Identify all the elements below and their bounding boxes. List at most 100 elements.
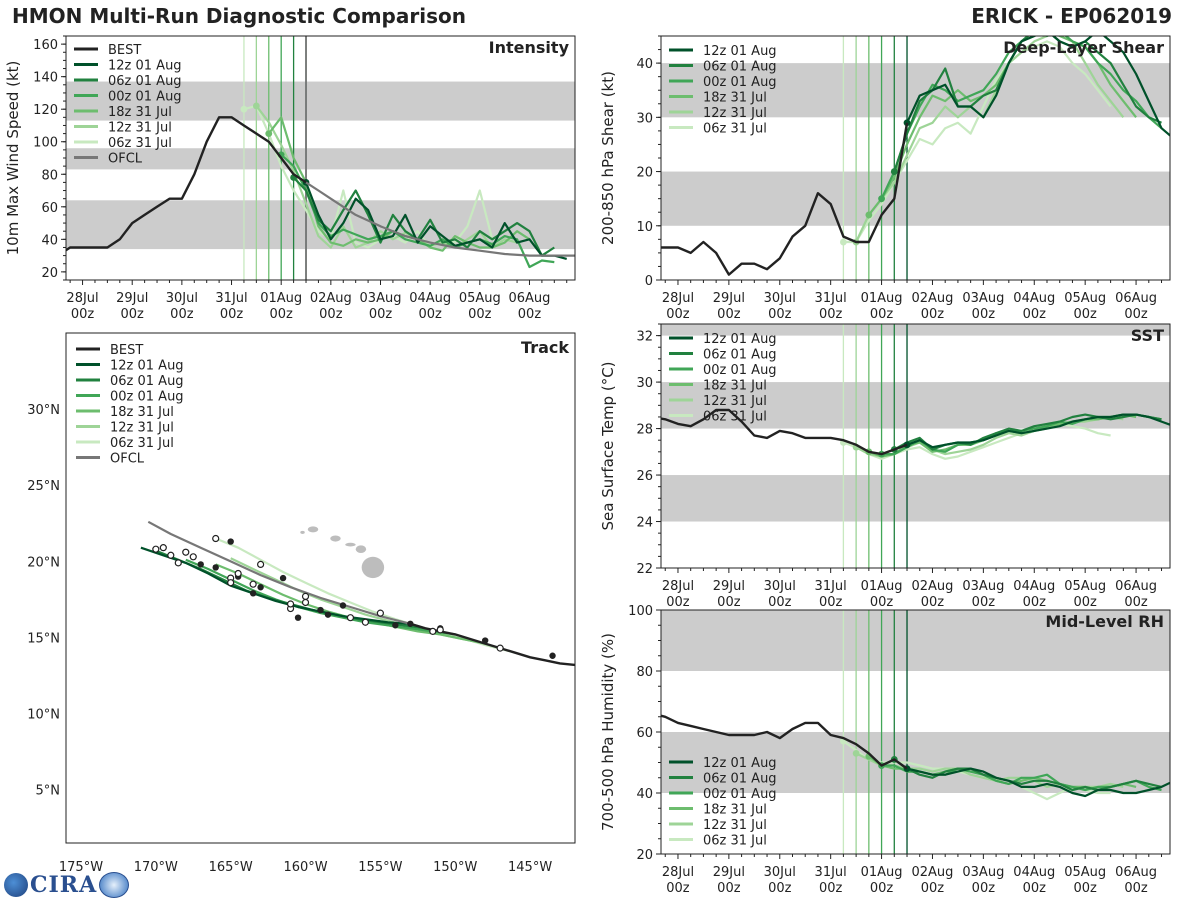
- x-tick-label-hour: 00z: [717, 881, 741, 896]
- threshold-band: [661, 475, 1170, 522]
- x-tick-label-hour: 00z: [1073, 307, 1097, 322]
- shear-panel: 01020304028Jul00z29Jul00z30Jul00z31Jul00…: [599, 35, 1171, 322]
- best-line: [661, 122, 909, 276]
- x-tick-label-hour: 00z: [71, 307, 95, 322]
- legend-label: BEST: [108, 43, 141, 58]
- track-point-filled: [279, 574, 287, 582]
- x-tick-label-date: 28Jul: [662, 579, 694, 594]
- y-tick-label: 80: [41, 168, 58, 183]
- legend-label: 00z 01 Aug: [703, 787, 777, 802]
- track-point-filled: [481, 637, 489, 644]
- legend-label: 06z 01 Aug: [108, 74, 182, 89]
- y-tick-label: 0: [645, 274, 653, 289]
- y-axis-label: 10m Max Wind Speed (kt): [4, 61, 22, 256]
- x-tick-label-hour: 00z: [768, 307, 792, 322]
- y-tick-label: 160: [33, 38, 58, 53]
- cyclone-icon: [99, 872, 130, 898]
- x-tick-label-hour: 00z: [170, 307, 194, 322]
- panel-title: Mid-Level RH: [1045, 612, 1164, 631]
- legend-label: 12z 31 Jul: [110, 421, 174, 436]
- series-line-0: [906, 767, 1170, 798]
- track-point-open: [234, 569, 242, 578]
- track-point-filled: [294, 614, 302, 621]
- lon-tick-label: 150°W: [433, 860, 477, 875]
- x-tick-label-date: 04Aug: [409, 291, 451, 306]
- series-init-point: [878, 195, 885, 203]
- series-line-0: [906, 36, 1170, 137]
- axes-frame: [65, 332, 576, 844]
- x-tick-label-hour: 00z: [666, 881, 690, 896]
- series-init-point: [890, 168, 898, 175]
- x-tick-label-date: 29Jul: [713, 291, 745, 306]
- x-tick-label-date: 29Jul: [713, 579, 745, 594]
- x-tick-label-date: 01Aug: [861, 865, 903, 880]
- track-point-open: [159, 544, 167, 552]
- threshold-band: [66, 81, 575, 121]
- legend-label: 00z 01 Aug: [703, 75, 777, 90]
- rh-panel: 2040608010028Jul00z29Jul00z30Jul00z31Jul…: [599, 604, 1171, 896]
- track-point-filled: [227, 538, 234, 545]
- x-tick-label-date: 06Aug: [1115, 579, 1157, 594]
- axes-frame: [660, 323, 1171, 569]
- track-point-open: [227, 579, 235, 587]
- ofcl-line: [305, 181, 575, 257]
- threshold-band: [661, 732, 1170, 793]
- series-line-1: [292, 176, 555, 257]
- x-tick-label-date: 01Aug: [861, 579, 903, 594]
- y-tick-label: 80: [636, 665, 653, 680]
- x-tick-label-date: 28Jul: [662, 291, 694, 306]
- x-tick-label-date: 02Aug: [911, 579, 953, 594]
- x-tick-label-hour: 00z: [269, 307, 293, 322]
- x-tick-label-hour: 00z: [768, 595, 792, 610]
- x-tick-label-hour: 00z: [972, 881, 996, 896]
- x-tick-label-hour: 00z: [921, 307, 945, 322]
- island-shape: [300, 530, 305, 534]
- series-init-point: [903, 119, 911, 127]
- lon-tick-label: 165°W: [209, 860, 253, 875]
- legend-label: 12z 31 Jul: [703, 818, 767, 833]
- threshold-band: [661, 63, 1170, 118]
- legend-label: 06z 01 Aug: [703, 60, 777, 75]
- x-tick-label-date: 04Aug: [1013, 865, 1055, 880]
- track-point-open: [286, 600, 295, 608]
- y-tick-label: 140: [33, 71, 58, 86]
- x-tick-label-hour: 00z: [319, 307, 343, 322]
- legend-label: OFCL: [108, 152, 143, 167]
- y-tick-label: 100: [628, 604, 653, 619]
- island-shape: [330, 535, 341, 542]
- x-tick-label-date: 03Aug: [360, 291, 402, 306]
- intensity-panel: 2040608010012014016028Jul00z29Jul00z30Ju…: [4, 35, 576, 322]
- island-shape: [355, 545, 367, 553]
- x-tick-label-date: 01Aug: [260, 291, 302, 306]
- x-tick-label-date: 06Aug: [509, 291, 551, 306]
- y-tick-label: 120: [33, 103, 58, 118]
- legend-label: BEST: [110, 343, 143, 358]
- track-point-filled: [317, 606, 324, 614]
- track-panel: 175°W 170°W 165°W 160°W 155°W 150°W 145°W 5°N 10…: [27, 332, 576, 875]
- island-shape: [307, 526, 319, 533]
- y-tick-label: 10: [636, 220, 653, 235]
- x-tick-label-date: 30Jul: [764, 291, 796, 306]
- legend-label: 18z 31 Jul: [703, 379, 767, 394]
- y-tick-label: 60: [41, 201, 58, 216]
- y-tick-label: 30: [636, 376, 653, 391]
- legend-label: 12z 01 Aug: [110, 359, 184, 374]
- legend-label: 06z 31 Jul: [703, 122, 767, 137]
- track-point-open: [249, 580, 257, 588]
- y-tick-label: 32: [636, 330, 653, 345]
- panel-title: SST: [1131, 326, 1164, 345]
- legend-label: 18z 31 Jul: [703, 803, 767, 818]
- x-tick-label-date: 06Aug: [1115, 291, 1157, 306]
- track-point-open: [429, 627, 437, 635]
- x-tick-label-hour: 00z: [972, 595, 996, 610]
- track-point-open: [301, 598, 310, 607]
- rh-plot-area: [661, 610, 1170, 854]
- y-tick-label: 40: [41, 233, 58, 248]
- x-tick-label-date: 01Aug: [861, 291, 903, 306]
- y-tick-label: 20: [41, 266, 58, 281]
- y-tick-label: 24: [636, 516, 653, 531]
- x-tick-label-hour: 00z: [468, 307, 492, 322]
- track-point-filled: [339, 602, 347, 609]
- track-point-open: [167, 551, 175, 559]
